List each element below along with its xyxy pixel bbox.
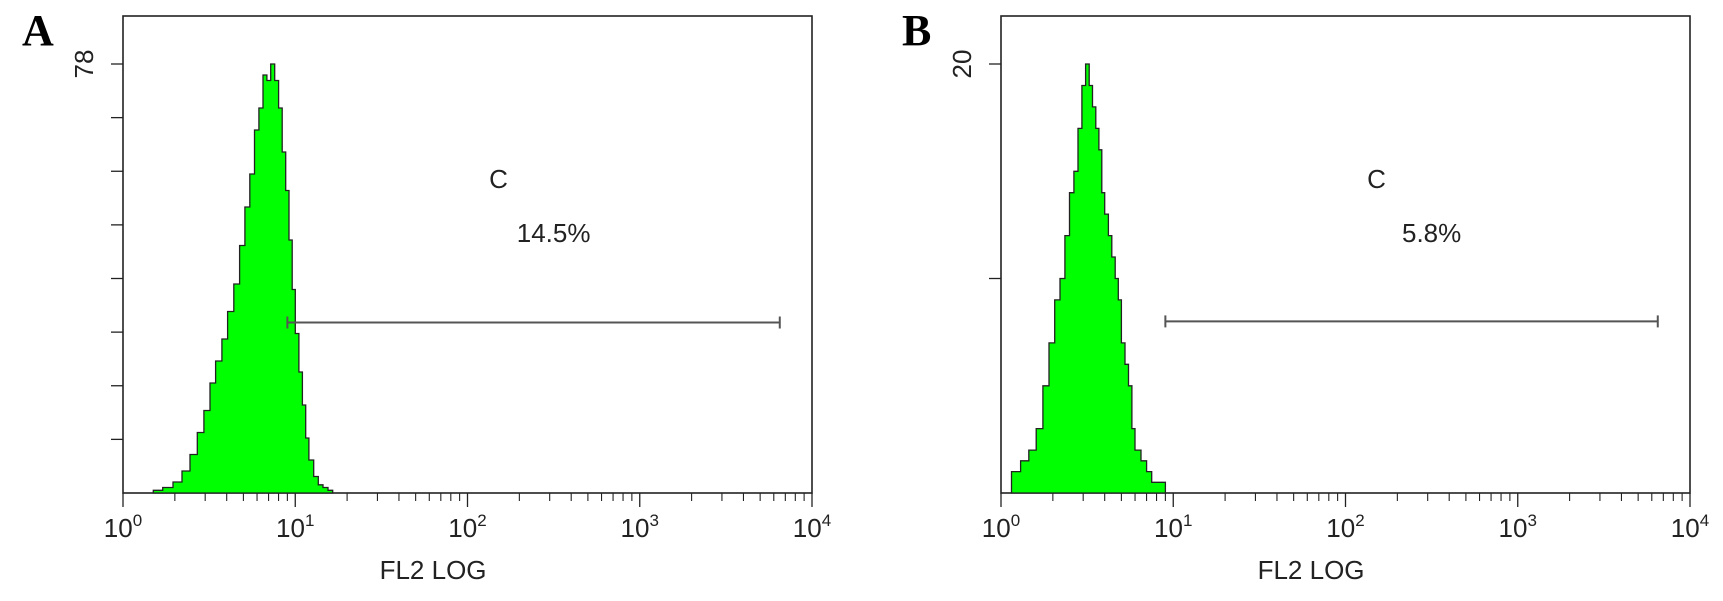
x-tick-exponent: 2	[1355, 511, 1364, 530]
panel-letter: B	[902, 6, 931, 55]
x-tick-exponent: 1	[1183, 511, 1192, 530]
x-tick-base: 10	[1326, 513, 1355, 543]
x-tick-label: 104	[793, 511, 831, 543]
x-tick-exponent: 4	[1700, 511, 1709, 530]
x-tick-exponent: 0	[133, 511, 142, 530]
x-tick-exponent: 3	[649, 511, 658, 530]
gate-percentage: 14.5%	[517, 218, 591, 248]
x-tick-base: 10	[1671, 513, 1700, 543]
x-tick-base: 10	[982, 513, 1011, 543]
x-tick-base: 10	[276, 513, 305, 543]
x-tick-exponent: 2	[477, 511, 486, 530]
histogram-area	[1010, 63, 1167, 494]
x-tick-exponent: 1	[305, 511, 314, 530]
x-tick-label: 104	[1671, 511, 1709, 543]
gate-percentage: 5.8%	[1402, 218, 1461, 248]
x-tick-label: 100	[104, 511, 142, 543]
x-tick-label: 102	[448, 511, 486, 543]
panel-letter: A	[22, 6, 54, 55]
gate-label: C	[489, 164, 508, 194]
x-tick-label: 103	[621, 511, 659, 543]
x-tick-exponent: 0	[1011, 511, 1020, 530]
x-tick-label: 100	[982, 511, 1020, 543]
x-tick-base: 10	[1154, 513, 1183, 543]
y-max-label: 78	[69, 50, 99, 79]
x-tick-label: 101	[276, 511, 314, 543]
x-tick-exponent: 3	[1527, 511, 1536, 530]
x-tick-base: 10	[1499, 513, 1528, 543]
x-tick-base: 10	[621, 513, 650, 543]
x-tick-exponent: 4	[822, 511, 831, 530]
x-tick-base: 10	[793, 513, 822, 543]
y-max-label: 20	[947, 50, 977, 79]
x-tick-base: 10	[104, 513, 133, 543]
x-tick-base: 10	[448, 513, 477, 543]
x-tick-label: 103	[1499, 511, 1537, 543]
gate-label: C	[1367, 164, 1386, 194]
x-axis-title: FL2 LOG	[1258, 555, 1365, 585]
x-tick-label: 101	[1154, 511, 1192, 543]
x-tick-label: 102	[1326, 511, 1364, 543]
histogram-area	[152, 63, 334, 494]
x-axis-title: FL2 LOG	[380, 555, 487, 585]
